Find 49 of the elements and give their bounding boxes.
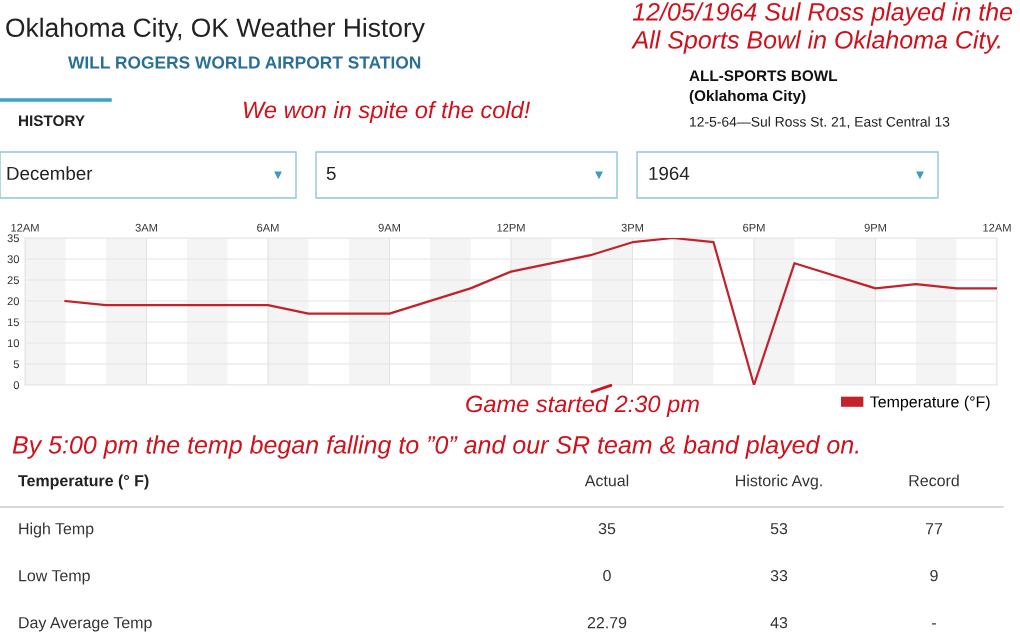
x-tick-label: 9PM bbox=[864, 223, 887, 232]
text: 12/05/1964 Sul Ross played in the bbox=[632, 2, 1013, 26]
text: - bbox=[932, 623, 936, 625]
text: (Oklahoma City) bbox=[689, 89, 806, 105]
text: Low Temp bbox=[19, 570, 90, 585]
text: 33 bbox=[770, 569, 788, 582]
text: 5 bbox=[326, 166, 336, 181]
text: Record bbox=[909, 474, 959, 487]
text: High Temp bbox=[19, 522, 94, 538]
text: ALL-SPORTS BOWL bbox=[689, 70, 838, 82]
y-tick-label: 15 bbox=[7, 318, 19, 327]
text: 22.79 bbox=[587, 616, 627, 629]
text: 77 bbox=[925, 523, 943, 535]
text: Actual bbox=[584, 474, 629, 487]
x-tick-label: 9AM bbox=[378, 223, 401, 232]
line-series bbox=[64, 238, 997, 385]
text: Day Average Temp bbox=[19, 617, 152, 632]
y-tick-label: 30 bbox=[7, 255, 20, 264]
x-tick-label: 3PM bbox=[621, 223, 644, 232]
x-tick-label: 12AM bbox=[11, 223, 39, 232]
x-tick-label: 12PM bbox=[497, 223, 525, 232]
chart-subtitle: WILL ROGERS WORLD AIRPORT STATION bbox=[68, 56, 421, 69]
y-tick-label: 10 bbox=[7, 339, 20, 348]
text: HISTORY bbox=[19, 115, 85, 127]
x-tick-label: 6AM bbox=[257, 223, 279, 232]
text: Temperature (° F) bbox=[18, 474, 149, 490]
text: December bbox=[7, 166, 93, 181]
text: 1964 bbox=[649, 166, 690, 181]
legend-label: Temperature (°F) bbox=[870, 395, 990, 411]
text: 0 bbox=[603, 569, 611, 582]
x-tick-label: 6PM bbox=[743, 223, 765, 232]
text: All Sports Bowl in Oklahoma City. bbox=[631, 30, 1000, 54]
text: We won in spite of the cold! bbox=[244, 101, 531, 124]
y-tick-label: 5 bbox=[13, 360, 19, 369]
text: 43 bbox=[770, 616, 788, 629]
text: 53 bbox=[770, 522, 788, 535]
annotation: Game started 2:30 pm bbox=[466, 394, 699, 418]
x-tick-label: 3AM bbox=[135, 223, 158, 232]
text: 12-5-64—Sul Ross St. 21, East Central 13 bbox=[690, 116, 950, 129]
y-tick-label: 25 bbox=[7, 276, 19, 285]
y-tick-label: 35 bbox=[7, 234, 19, 243]
text: Historic Avg. bbox=[736, 474, 822, 490]
text: 9 bbox=[930, 569, 938, 582]
y-tick-label: 20 bbox=[7, 297, 20, 306]
chart-title: Oklahoma City, OK Weather History bbox=[6, 17, 425, 43]
x-tick-label: 12AM bbox=[983, 223, 1011, 232]
text: 35 bbox=[598, 522, 616, 535]
text: By 5:00 pm the temp began falling to ”0” and our SR team & band played on. bbox=[12, 435, 859, 459]
y-tick-label: 0 bbox=[13, 381, 20, 390]
